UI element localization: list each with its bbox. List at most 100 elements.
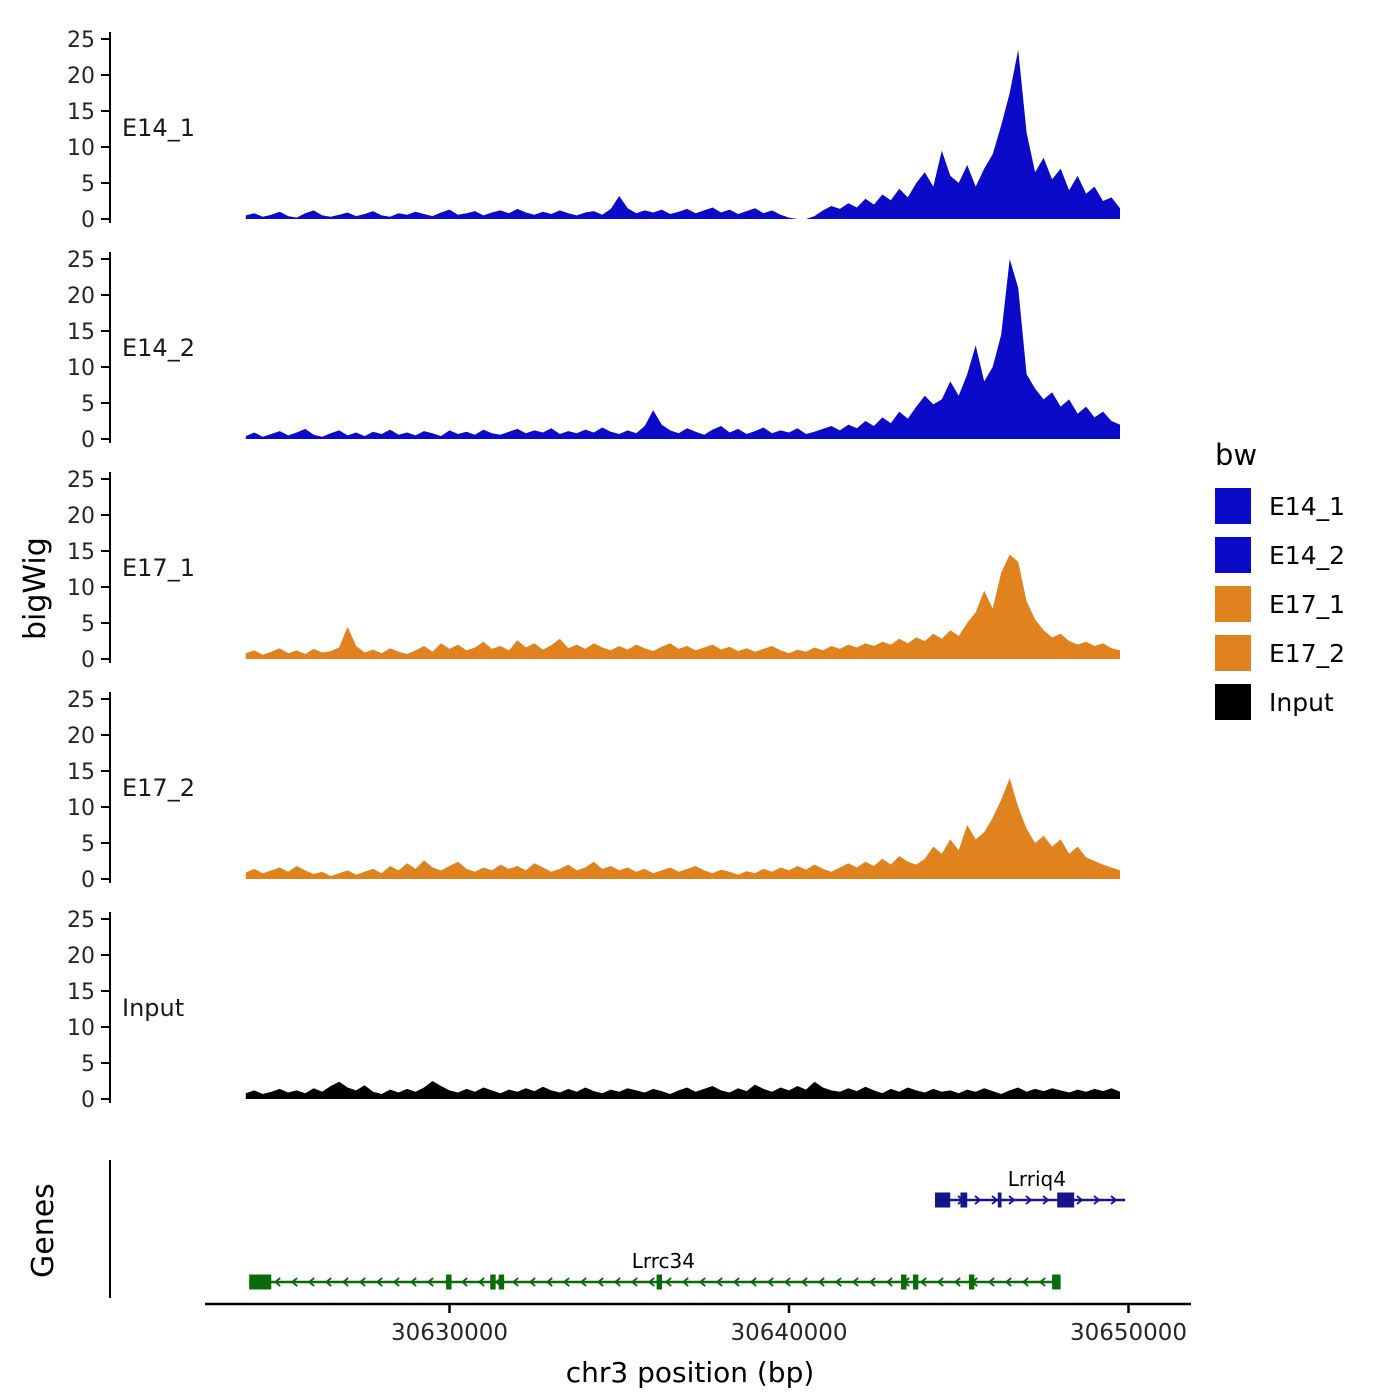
y-tick-label: 15 xyxy=(67,100,95,125)
strand-arrow-icon xyxy=(358,1277,366,1287)
strand-arrow-icon xyxy=(545,1277,553,1287)
strand-arrow-icon xyxy=(273,1277,281,1287)
strand-arrow-icon xyxy=(766,1277,774,1287)
strand-arrow-icon xyxy=(324,1277,332,1287)
x-axis-svg: 30630000 30640000 30650000 chr3 position (b… xyxy=(205,1302,1191,1389)
legend-swatch xyxy=(1215,586,1251,622)
exon xyxy=(912,1274,919,1290)
legend: bw E14_1 E14_2 E17_1 E17_2 Input xyxy=(1215,438,1345,733)
strand-arrow-icon xyxy=(991,1195,999,1205)
y-tick-label: 15 xyxy=(67,980,95,1005)
exon xyxy=(934,1192,951,1208)
strand-arrow-icon xyxy=(1076,1195,1084,1205)
strand-arrow-icon xyxy=(732,1277,740,1287)
strand-arrow-icon xyxy=(1008,1195,1016,1205)
strand-arrow-icon xyxy=(1004,1277,1012,1287)
strand-arrow-icon xyxy=(800,1277,808,1287)
strand-arrow-icon xyxy=(426,1277,434,1287)
legend-swatch xyxy=(1215,635,1251,671)
legend-entry-E14_1: E14_1 xyxy=(1215,488,1345,524)
strand-arrow-icon xyxy=(885,1277,893,1287)
strand-arrow-icon xyxy=(664,1277,672,1287)
legend-entry-label: E14_1 xyxy=(1269,491,1346,521)
genes-panel: Lrriq4 Lrrc34 xyxy=(65,1155,1195,1304)
y-tick-label: 5 xyxy=(81,1052,95,1077)
track-panel-E17_1: 0 5 10 15 20 25 E17_1 xyxy=(67,468,1121,671)
coverage-area-E17_1 xyxy=(245,554,1121,659)
legend-entry-label: E14_2 xyxy=(1269,540,1346,570)
track-label: E14_1 xyxy=(122,114,195,142)
y-tick-label: 5 xyxy=(81,832,95,857)
y-tick-label: 10 xyxy=(67,576,95,601)
strand-arrow-icon xyxy=(834,1277,842,1287)
track-panel-E14_2: 0 5 10 15 20 25 E14_2 xyxy=(67,248,1121,451)
strand-arrow-icon xyxy=(562,1277,570,1287)
strand-arrow-icon xyxy=(596,1277,604,1287)
track-label: Input xyxy=(122,994,184,1022)
y-tick-label: 25 xyxy=(67,688,95,713)
strand-arrow-icon xyxy=(460,1277,468,1287)
strand-arrow-icon xyxy=(375,1277,383,1287)
y-tick-label: 20 xyxy=(67,944,95,969)
strand-arrow-icon xyxy=(409,1277,417,1287)
y-tick-label: 0 xyxy=(81,868,95,891)
y-tick-label: 25 xyxy=(67,28,95,53)
y-tick-label: 10 xyxy=(67,356,95,381)
strand-arrow-icon xyxy=(528,1277,536,1287)
strand-arrow-icon xyxy=(698,1277,706,1287)
strand-arrow-icon xyxy=(715,1277,723,1287)
y-tick-label: 5 xyxy=(81,172,95,197)
strand-arrow-icon xyxy=(579,1277,587,1287)
track-label: E14_2 xyxy=(122,334,195,362)
y-tick-label: 20 xyxy=(67,504,95,529)
genes-axis-title: Genes xyxy=(26,1183,61,1278)
legend-swatch xyxy=(1215,684,1251,720)
strand-arrow-icon xyxy=(613,1277,621,1287)
y-tick-label: 10 xyxy=(67,796,95,821)
coverage-area-E14_1 xyxy=(245,49,1121,219)
y-tick-label: 5 xyxy=(81,392,95,417)
strand-arrow-icon xyxy=(1038,1277,1046,1287)
y-tick-label: 25 xyxy=(67,468,95,493)
legend-entry-E14_2: E14_2 xyxy=(1215,537,1345,573)
x-axis-title: chr3 position (bp) xyxy=(566,1356,815,1389)
legend-entry-E17_2: E17_2 xyxy=(1215,635,1345,671)
exon xyxy=(490,1274,496,1290)
x-tick-label: 30630000 xyxy=(391,1320,508,1346)
x-tick-label: 30650000 xyxy=(1070,1320,1187,1346)
strand-arrow-icon xyxy=(290,1277,298,1287)
exon xyxy=(997,1192,1002,1208)
strand-arrow-icon xyxy=(511,1277,519,1287)
y-tick-label: 20 xyxy=(67,284,95,309)
y-tick-label: 0 xyxy=(81,648,95,671)
legend-entries: E14_1 E14_2 E17_1 E17_2 Input xyxy=(1215,488,1345,720)
strand-arrow-icon xyxy=(630,1277,638,1287)
exon xyxy=(446,1274,452,1290)
genes-panel-svg: Lrriq4 Lrrc34 xyxy=(109,1160,1126,1298)
strand-arrow-icon xyxy=(953,1277,961,1287)
y-tick-label: 20 xyxy=(67,64,95,89)
x-axis: 30630000 30640000 30650000 chr3 position (b… xyxy=(65,1300,1195,1400)
legend-entry-label: E17_2 xyxy=(1269,638,1346,668)
legend-entry-Input: Input xyxy=(1215,684,1345,720)
strand-arrow-icon xyxy=(987,1277,995,1287)
coverage-area-Input xyxy=(245,1081,1121,1099)
strand-arrow-icon xyxy=(783,1277,791,1287)
track-label: E17_1 xyxy=(122,554,195,582)
strand-arrow-icon xyxy=(919,1277,927,1287)
coverage-area-E14_2 xyxy=(245,259,1121,439)
y-tick-label: 10 xyxy=(67,1016,95,1041)
y-tick-label: 0 xyxy=(81,1088,95,1111)
exon xyxy=(498,1274,505,1290)
gene-label: Lrriq4 xyxy=(1008,1167,1066,1191)
y-tick-label: 25 xyxy=(67,248,95,273)
legend-title: bw xyxy=(1215,438,1258,472)
strand-arrow-icon xyxy=(307,1277,315,1287)
strand-arrow-icon xyxy=(1025,1195,1033,1205)
exon xyxy=(960,1192,968,1208)
y-tick-label: 0 xyxy=(81,208,95,231)
y-tick-label: 20 xyxy=(67,724,95,749)
exon xyxy=(1052,1274,1061,1290)
track-panel-Input: 0 5 10 15 20 25 Input xyxy=(67,908,1121,1111)
